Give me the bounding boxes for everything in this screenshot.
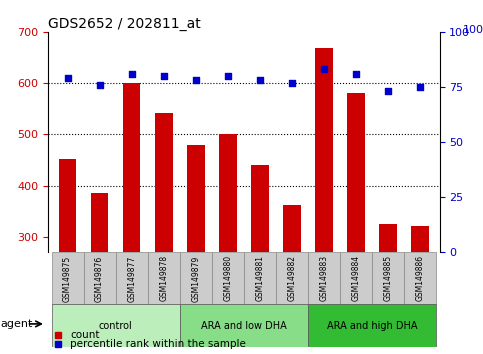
Text: GSM149882: GSM149882: [287, 255, 297, 301]
Bar: [244, 252, 276, 304]
Text: GSM149877: GSM149877: [127, 255, 136, 302]
Bar: [315, 48, 333, 252]
Bar: [340, 252, 372, 304]
Text: agent: agent: [0, 319, 32, 329]
Bar: [251, 165, 269, 252]
Bar: [412, 226, 429, 252]
Bar: [372, 252, 404, 304]
Y-axis label: 100%: 100%: [463, 25, 483, 35]
Text: ARA and high DHA: ARA and high DHA: [327, 321, 417, 331]
Point: [64, 75, 71, 81]
Text: GSM149875: GSM149875: [63, 255, 72, 302]
Point: [96, 82, 103, 88]
Bar: [283, 205, 301, 252]
Text: GSM149881: GSM149881: [256, 255, 265, 301]
Bar: [123, 83, 141, 252]
Bar: [91, 193, 108, 252]
Bar: [212, 252, 244, 304]
Bar: [404, 252, 436, 304]
Point: [416, 84, 424, 90]
Text: GSM149879: GSM149879: [191, 255, 200, 302]
Point: [320, 67, 328, 72]
Text: GSM149885: GSM149885: [384, 255, 393, 302]
Bar: [187, 145, 205, 252]
Text: ARA and low DHA: ARA and low DHA: [201, 321, 287, 331]
Bar: [52, 304, 180, 347]
Bar: [219, 135, 237, 252]
Bar: [347, 93, 365, 252]
Bar: [380, 224, 397, 252]
Bar: [276, 252, 308, 304]
Text: GSM149878: GSM149878: [159, 255, 168, 302]
Bar: [155, 113, 172, 252]
Point: [192, 78, 199, 83]
Text: percentile rank within the sample: percentile rank within the sample: [70, 339, 246, 349]
Bar: [59, 159, 76, 252]
Bar: [308, 252, 340, 304]
Point: [352, 71, 360, 76]
Bar: [115, 252, 148, 304]
Text: GSM149886: GSM149886: [416, 255, 425, 302]
Text: GSM149883: GSM149883: [320, 255, 328, 302]
Point: [224, 73, 232, 79]
Point: [256, 78, 264, 83]
Text: GSM149880: GSM149880: [223, 255, 232, 302]
Point: [160, 73, 168, 79]
Bar: [52, 252, 84, 304]
Point: [288, 80, 296, 85]
Text: GSM149884: GSM149884: [352, 255, 361, 302]
Bar: [84, 252, 115, 304]
Text: count: count: [70, 330, 99, 339]
Bar: [180, 252, 212, 304]
Bar: [308, 304, 436, 347]
Point: [128, 71, 136, 76]
Text: GSM149876: GSM149876: [95, 255, 104, 302]
Text: GDS2652 / 202811_at: GDS2652 / 202811_at: [48, 17, 201, 31]
Text: control: control: [99, 321, 132, 331]
Bar: [180, 304, 308, 347]
Point: [384, 88, 392, 94]
Bar: [148, 252, 180, 304]
